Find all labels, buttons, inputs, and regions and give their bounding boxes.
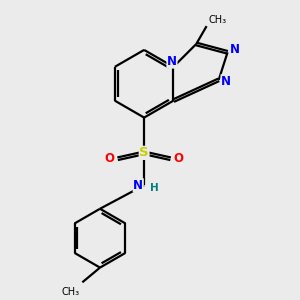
Text: N: N bbox=[133, 179, 143, 192]
Text: N: N bbox=[167, 55, 177, 68]
Text: O: O bbox=[104, 152, 114, 165]
Text: CH₃: CH₃ bbox=[61, 287, 80, 297]
Text: H: H bbox=[150, 183, 159, 193]
Text: N: N bbox=[221, 75, 231, 88]
Text: N: N bbox=[230, 43, 240, 56]
Text: S: S bbox=[139, 146, 149, 159]
Text: CH₃: CH₃ bbox=[208, 15, 226, 25]
Text: O: O bbox=[174, 152, 184, 165]
